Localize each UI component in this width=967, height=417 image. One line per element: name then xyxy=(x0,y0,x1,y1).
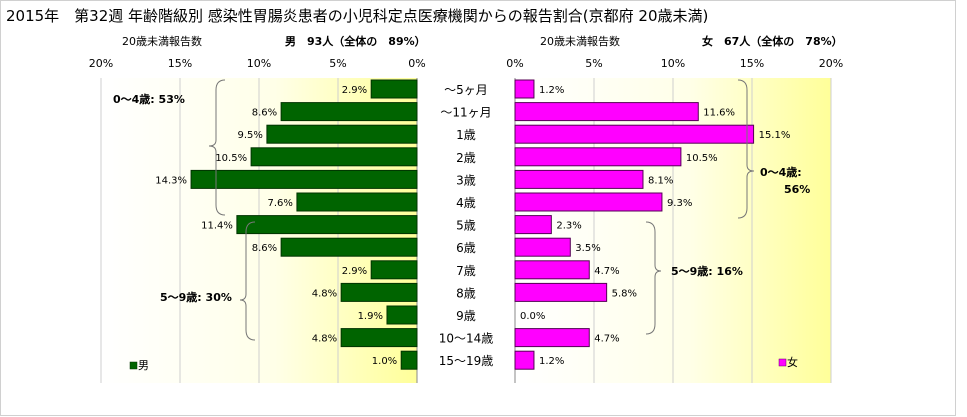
category-label: ～11ヶ月 xyxy=(440,106,491,120)
x-tick-label: 20% xyxy=(89,57,113,70)
female-bracket-5-9 xyxy=(645,221,662,335)
female-bar xyxy=(514,237,571,257)
data-label: 3.5% xyxy=(575,243,600,254)
female-bar xyxy=(514,215,552,235)
group-brackets xyxy=(208,79,755,341)
category-label: 1歳 xyxy=(456,128,476,142)
category-label: ～5ヶ月 xyxy=(444,83,488,97)
data-label: 5.8% xyxy=(612,288,637,299)
data-label: 1.2% xyxy=(539,85,564,96)
male-bracket-0-4 xyxy=(208,79,226,216)
male-bar xyxy=(266,124,418,144)
male-bar xyxy=(250,147,418,167)
x-tick-label: 5% xyxy=(585,57,602,70)
female-bar xyxy=(514,328,590,348)
female-bar xyxy=(514,102,699,122)
category-label: 8歳 xyxy=(456,286,476,300)
category-label: 9歳 xyxy=(456,309,476,323)
male-bar xyxy=(296,192,418,212)
male-bar xyxy=(236,215,418,235)
female-bar xyxy=(514,192,663,212)
female-bar xyxy=(514,147,682,167)
data-label: 2.3% xyxy=(556,221,581,232)
male-bar xyxy=(370,260,418,280)
category-label: 5歳 xyxy=(456,219,476,233)
male-bar xyxy=(400,350,418,370)
female-bar xyxy=(514,79,535,99)
data-label: 2.9% xyxy=(342,266,367,277)
male-bar xyxy=(386,305,418,325)
x-tick-label: 10% xyxy=(661,57,685,70)
male-group-label-0-4: 0～4歳: 53% xyxy=(113,92,185,106)
category-label: 10～14歳 xyxy=(439,332,494,346)
male-legend-label: 男 xyxy=(138,359,149,372)
female-subtitle-right: 女 67人（全体の 78%） xyxy=(702,34,843,48)
male-bracket-5-9 xyxy=(239,221,256,341)
x-tick-label: 10% xyxy=(247,57,271,70)
category-label: 3歳 xyxy=(456,173,476,187)
data-label: 4.7% xyxy=(594,266,619,277)
male-bar xyxy=(340,282,418,302)
female-bracket-0-4 xyxy=(737,79,755,219)
data-label: 4.8% xyxy=(312,334,337,345)
female-group-label-0-4: 0～4歳: xyxy=(760,165,802,179)
x-tick-label: 15% xyxy=(168,57,192,70)
female-group-label-5-9: 5～9歳: 16% xyxy=(671,264,743,278)
data-label: 14.3% xyxy=(155,175,187,186)
female-bar xyxy=(514,350,535,370)
data-label: 9.3% xyxy=(667,198,692,209)
data-label: 0.0% xyxy=(520,311,545,322)
male-bar xyxy=(280,102,418,122)
data-label: 1.0% xyxy=(372,356,397,367)
data-label: 10.5% xyxy=(686,153,718,164)
male-bar xyxy=(370,79,418,99)
chart-title: 2015年 第32週 年齢階級別 感染性胃腸炎患者の小児科定点医療機関からの報告… xyxy=(6,7,708,25)
data-label: 9.5% xyxy=(237,130,262,141)
female-legend-swatch xyxy=(778,358,787,367)
male-subtitle-left: 20歳未満報告数 xyxy=(122,35,202,48)
x-tick-label: 20% xyxy=(819,57,843,70)
data-label: 1.2% xyxy=(539,356,564,367)
category-label: 4歳 xyxy=(456,196,476,210)
data-label: 15.1% xyxy=(759,130,791,141)
female-group-label-0-4-pct: 56% xyxy=(784,183,810,196)
data-label: 4.8% xyxy=(312,288,337,299)
male-group-label-5-9: 5～9歳: 30% xyxy=(160,290,232,304)
female-bar xyxy=(514,169,644,189)
x-tick-label: 5% xyxy=(329,57,346,70)
category-label: 7歳 xyxy=(456,264,476,278)
x-tick-label: 0% xyxy=(506,57,523,70)
data-label: 7.6% xyxy=(268,198,293,209)
data-label: 2.9% xyxy=(342,85,367,96)
data-label: 4.7% xyxy=(594,334,619,345)
data-label: 8.6% xyxy=(252,243,277,254)
female-bar xyxy=(514,124,755,144)
male-bar xyxy=(340,328,418,348)
male-legend-swatch xyxy=(129,361,138,370)
male-subtitle-right: 男 93人（全体の 89%） xyxy=(285,34,426,48)
female-bar xyxy=(514,282,608,302)
data-label: 1.9% xyxy=(358,311,383,322)
female-bar xyxy=(514,260,590,280)
category-label: 15～19歳 xyxy=(439,354,494,368)
data-label: 8.1% xyxy=(648,175,673,186)
male-bar xyxy=(280,237,418,257)
x-tick-label: 0% xyxy=(408,57,425,70)
data-label: 11.6% xyxy=(703,108,735,119)
female-legend-label: 女 xyxy=(787,355,798,369)
male-bar xyxy=(190,169,418,189)
data-label: 8.6% xyxy=(252,108,277,119)
category-label: 2歳 xyxy=(456,151,476,165)
x-tick-label: 15% xyxy=(740,57,764,70)
female-subtitle-left: 20歳未満報告数 xyxy=(540,35,620,48)
data-label: 11.4% xyxy=(201,221,233,232)
data-label: 10.5% xyxy=(215,153,247,164)
category-label: 6歳 xyxy=(456,241,476,255)
